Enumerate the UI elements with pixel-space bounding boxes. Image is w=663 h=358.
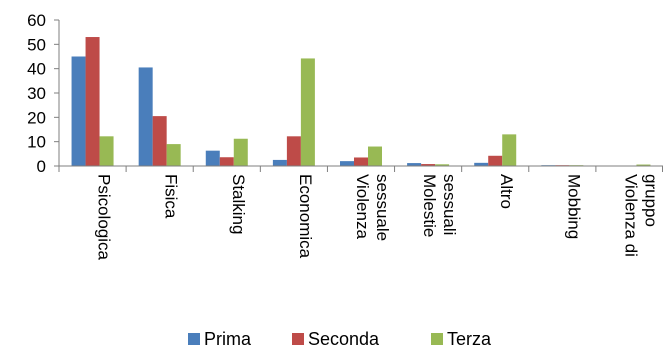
bar-terza-8: [636, 164, 651, 166]
legend: Prima Seconda Terza: [188, 329, 492, 349]
bar-seconda-3: [286, 136, 301, 166]
bar-terza-1: [166, 144, 181, 166]
x-tick-label: Mobbing: [564, 174, 583, 239]
bar-seconda-1: [152, 116, 167, 166]
bar-seconda-2: [219, 157, 234, 166]
bar-prima-3: [272, 159, 287, 166]
y-tick-label: 60: [27, 11, 46, 30]
bar-terza-5: [435, 164, 450, 166]
x-tick-label: Fisica: [162, 174, 181, 219]
x-tick-label: Altro: [497, 174, 516, 209]
y-axis: 0 10 20 30 40 50 60: [27, 11, 60, 176]
legend-label-prima: Prima: [204, 329, 252, 349]
x-tick-label: Molestie: [420, 174, 439, 237]
bar-prima-6: [474, 162, 489, 166]
bar-prima-1: [138, 67, 153, 166]
bar-prima-0: [71, 56, 86, 166]
x-tick-label: sessuale: [373, 174, 392, 241]
x-tick-label: gruppo: [641, 174, 660, 227]
bar-prima-5: [407, 163, 422, 166]
y-tick-label: 40: [27, 60, 46, 79]
bar-prima-2: [205, 150, 220, 166]
bar-terza-3: [300, 58, 315, 166]
bar-seconda-4: [354, 157, 368, 166]
x-tick-label: Psicologica: [95, 174, 114, 261]
y-tick-label: 20: [27, 108, 46, 127]
x-axis: Psicologica Fisica Stalking Economica Violen…: [58, 165, 663, 261]
legend-swatch-terza: [431, 333, 443, 345]
legend-label-terza: Terza: [447, 329, 492, 349]
y-tick-label: 50: [27, 35, 46, 54]
bar-seconda-5: [421, 164, 436, 166]
bar-terza-4: [368, 146, 382, 166]
y-tick-label: 30: [27, 84, 46, 103]
y-tick-label: 0: [37, 157, 46, 176]
bar-seconda-0: [85, 37, 100, 167]
bar-terza-0: [99, 136, 114, 166]
x-tick-label: Economica: [296, 174, 315, 259]
bars: [71, 37, 651, 167]
legend-swatch-seconda: [292, 333, 304, 345]
x-tick-label: Stalking: [229, 174, 248, 234]
legend-swatch-prima: [188, 333, 200, 345]
bar-prima-4: [340, 161, 354, 166]
x-tick-label: sessuali: [440, 174, 459, 235]
y-tick-label: 10: [27, 133, 46, 152]
bar-terza-2: [233, 138, 248, 166]
x-tick-label: Violenza di: [621, 174, 640, 257]
bar-terza-6: [502, 134, 517, 166]
legend-label-seconda: Seconda: [308, 329, 380, 349]
bar-seconda-6: [488, 155, 503, 166]
x-tick-label: Violenza: [353, 174, 372, 239]
